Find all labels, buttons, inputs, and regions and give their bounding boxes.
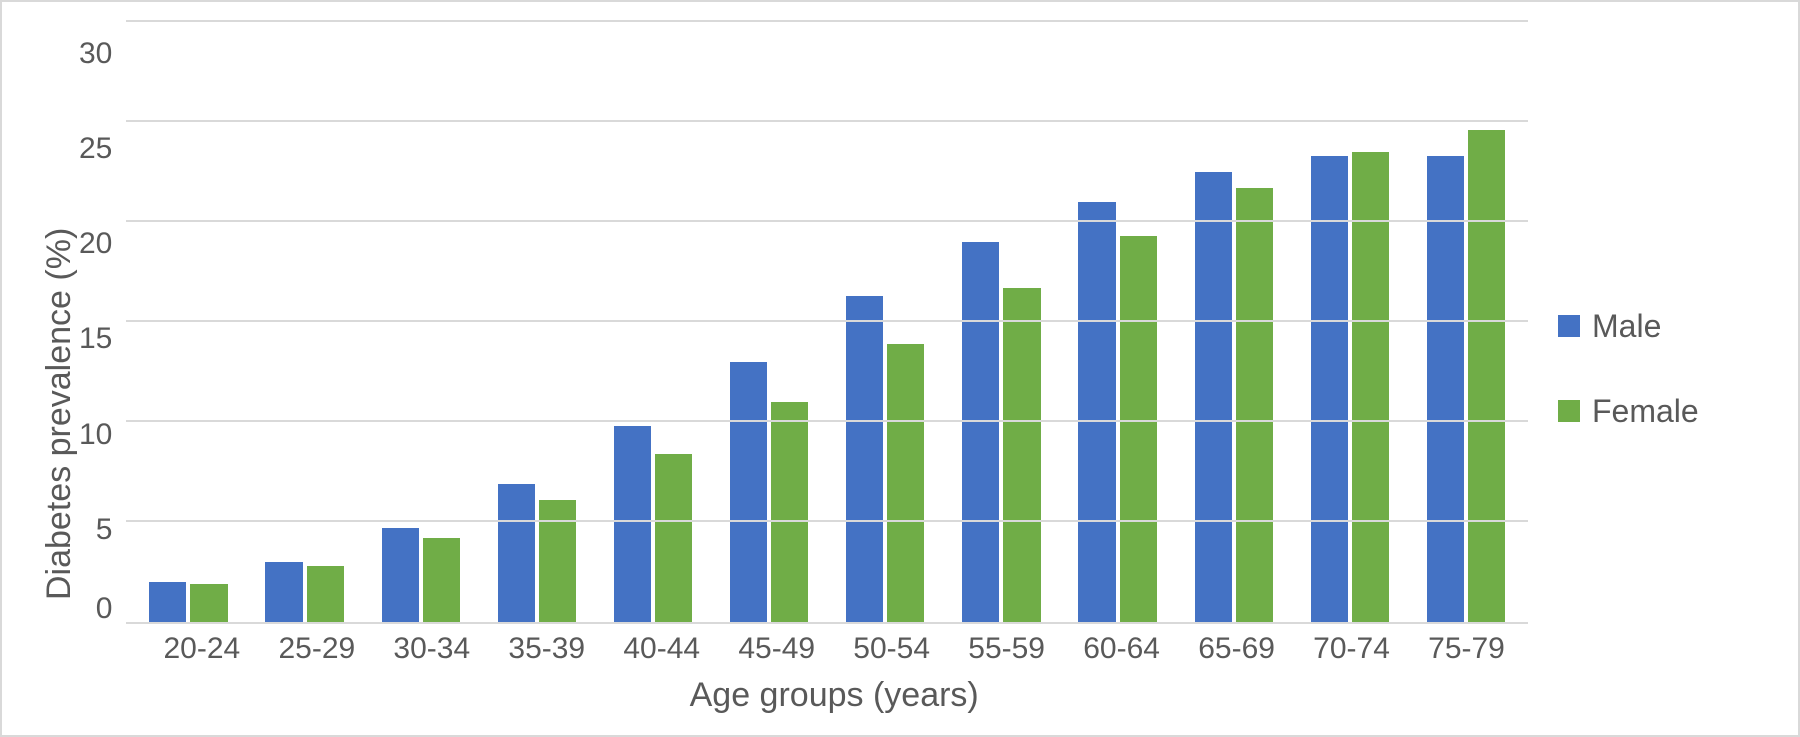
bar <box>265 562 302 622</box>
gridline <box>126 220 1528 222</box>
bar <box>655 454 692 622</box>
bar-group <box>943 22 1059 622</box>
bars-layer <box>126 22 1528 622</box>
bar <box>190 584 227 622</box>
bar <box>307 566 344 622</box>
bar <box>730 362 767 622</box>
bar <box>1468 130 1505 622</box>
bar <box>382 528 419 622</box>
bar-group <box>711 22 827 622</box>
bar-group <box>247 22 363 622</box>
x-tick-label: 25-29 <box>259 632 374 666</box>
plot-column: 30 25 20 15 10 5 0 20-2425-2930-3435-3940-4445… <box>79 22 1528 715</box>
bar <box>1427 156 1464 622</box>
bar <box>962 242 999 622</box>
bar-group <box>595 22 711 622</box>
bar <box>498 484 535 622</box>
plot-area <box>126 22 1528 624</box>
y-tick-label: 15 <box>79 324 112 354</box>
legend-label: Male <box>1592 308 1661 345</box>
y-tick-label: 30 <box>79 39 112 69</box>
bar-group <box>479 22 595 622</box>
gridline <box>126 420 1528 422</box>
below-plot: 20-2425-2930-3435-3940-4445-4950-5455-59… <box>79 624 1528 715</box>
x-tick-label: 50-54 <box>834 632 949 666</box>
gridline <box>126 520 1528 522</box>
bar-group <box>363 22 479 622</box>
chart-body: Diabetes prevalence (%) 30 25 20 15 10 5 0 20-… <box>32 22 1768 715</box>
x-tick-label: 65-69 <box>1179 632 1294 666</box>
bar <box>614 426 651 622</box>
legend: Male Female <box>1528 22 1768 715</box>
x-tick-label: 55-59 <box>949 632 1064 666</box>
bar <box>539 500 576 622</box>
y-tick-label: 0 <box>96 594 113 624</box>
bar <box>1003 288 1040 622</box>
x-tick-label: 75-79 <box>1409 632 1524 666</box>
bar <box>1352 152 1389 622</box>
y-axis-ticks: 30 25 20 15 10 5 0 <box>79 22 126 624</box>
chart-frame: Diabetes prevalence (%) 30 25 20 15 10 5 0 20-… <box>0 0 1800 737</box>
x-axis-title: Age groups (years) <box>140 666 1528 715</box>
gridline <box>126 20 1528 22</box>
bar-group <box>1408 22 1524 622</box>
bar <box>149 582 186 622</box>
x-tick-label: 60-64 <box>1064 632 1179 666</box>
x-tick-label: 70-74 <box>1294 632 1409 666</box>
y-tick-label: 25 <box>79 134 112 164</box>
legend-swatch <box>1558 315 1580 337</box>
bar <box>771 402 808 622</box>
x-tick-label: 20-24 <box>144 632 259 666</box>
legend-item: Female <box>1558 393 1768 430</box>
x-axis-ticks: 20-2425-2930-3435-3940-4445-4950-5455-59… <box>140 624 1528 666</box>
legend-swatch <box>1558 400 1580 422</box>
bar <box>846 296 883 622</box>
gridline <box>126 320 1528 322</box>
bar-group <box>130 22 246 622</box>
bar <box>1120 236 1157 622</box>
x-tick-label: 45-49 <box>719 632 834 666</box>
plot-row: 30 25 20 15 10 5 0 <box>79 22 1528 624</box>
bar <box>887 344 924 622</box>
bar-group <box>827 22 943 622</box>
y-axis-title: Diabetes prevalence (%) <box>32 22 79 715</box>
bar <box>423 538 460 622</box>
bar <box>1195 172 1232 622</box>
y-tick-label: 5 <box>96 515 113 545</box>
x-tick-label: 35-39 <box>489 632 604 666</box>
x-tick-label: 40-44 <box>604 632 719 666</box>
y-tick-label: 20 <box>79 229 112 259</box>
bar-group <box>1292 22 1408 622</box>
x-tick-label: 30-34 <box>374 632 489 666</box>
legend-item: Male <box>1558 308 1768 345</box>
bar-group <box>1060 22 1176 622</box>
gridline <box>126 120 1528 122</box>
legend-label: Female <box>1592 393 1699 430</box>
bar-group <box>1176 22 1292 622</box>
y-tick-label: 10 <box>79 420 112 450</box>
bar <box>1078 202 1115 622</box>
bar <box>1311 156 1348 622</box>
bar <box>1236 188 1273 622</box>
